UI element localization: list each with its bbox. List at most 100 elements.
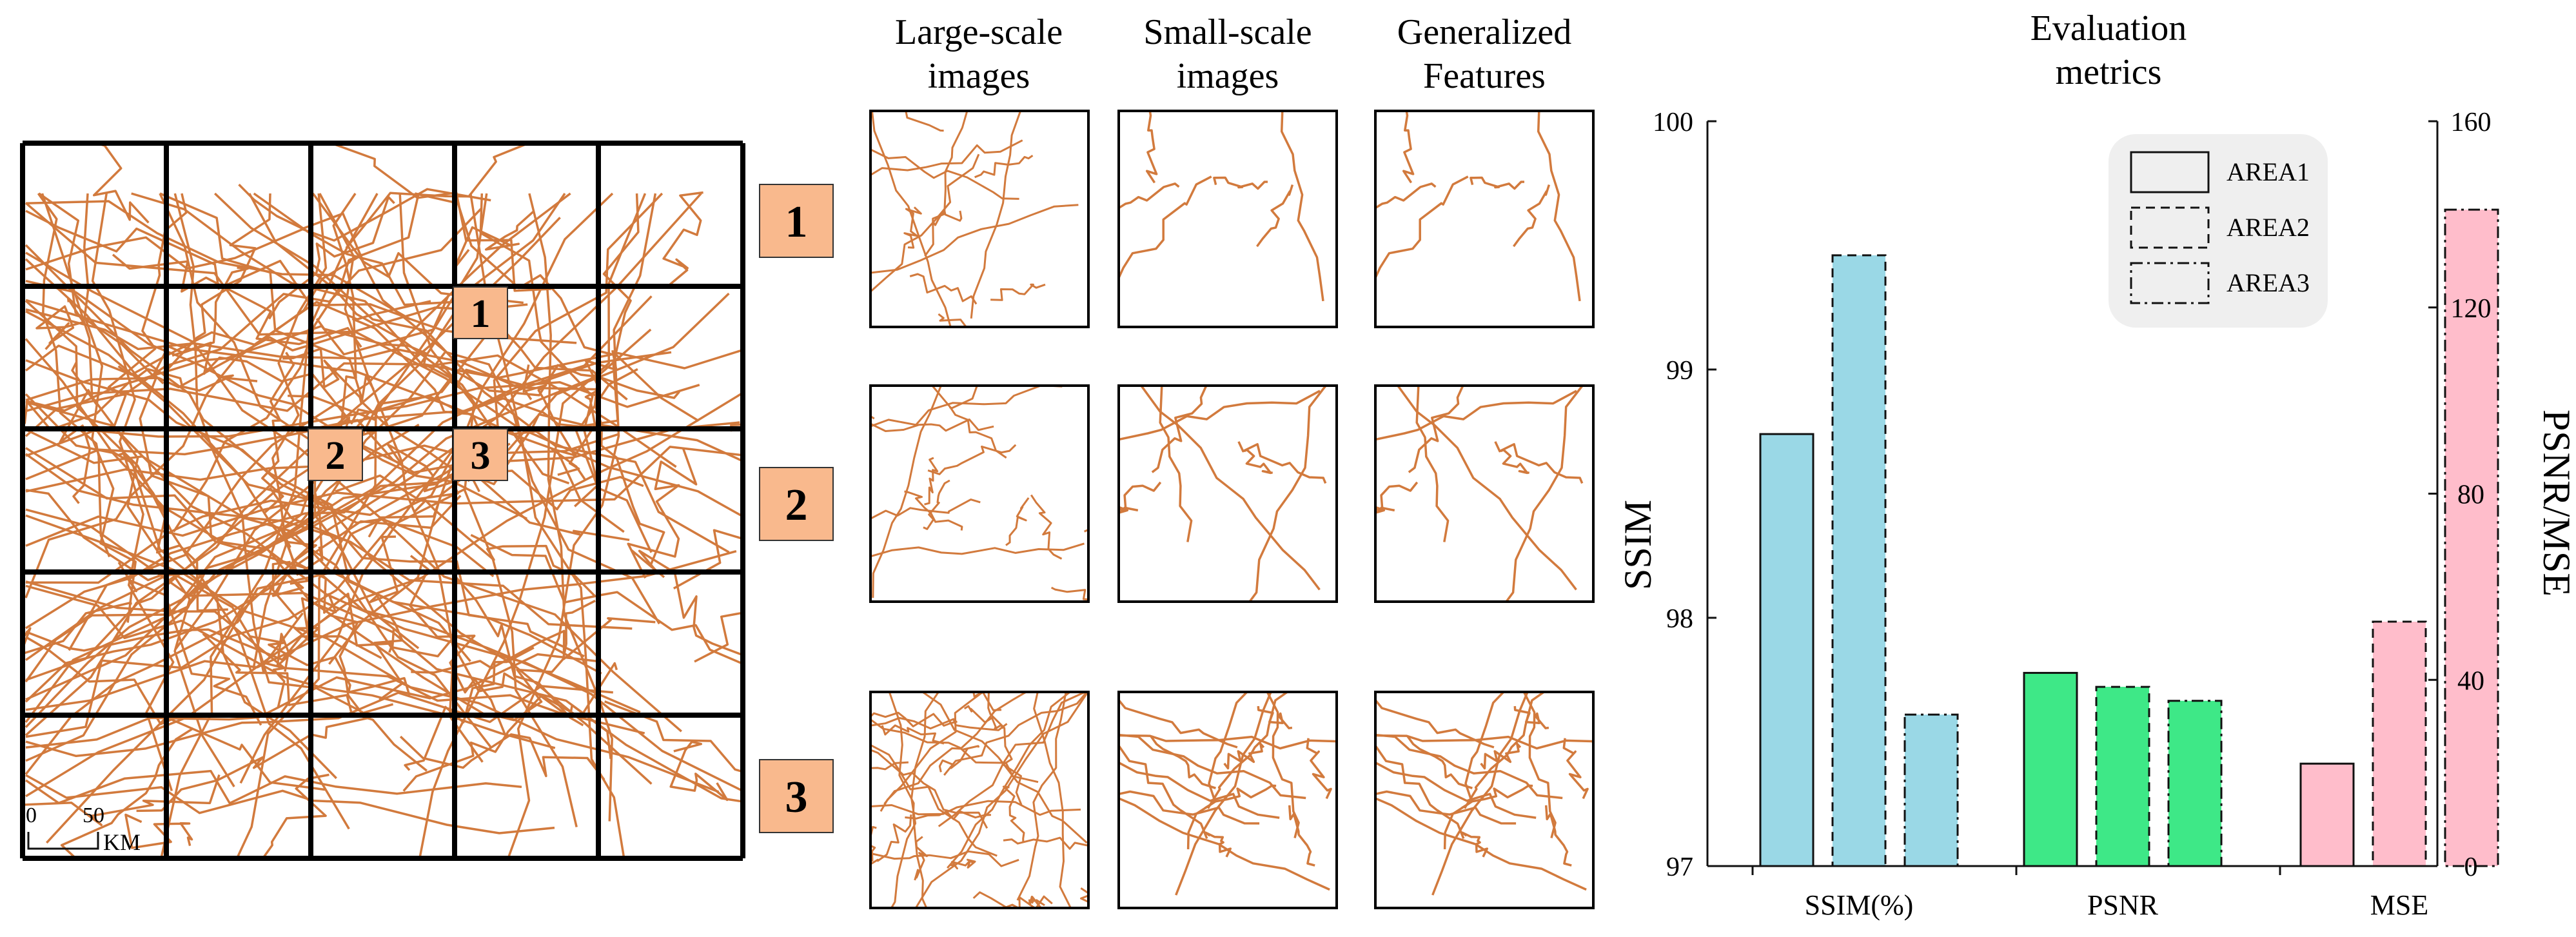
thumb-road (1028, 896, 1045, 908)
thumb-road (1306, 738, 1332, 800)
map-road (160, 193, 379, 858)
map-road (369, 535, 404, 701)
thumb-road (1030, 494, 1063, 560)
thumb-road (870, 800, 1081, 816)
thumb-road (870, 498, 981, 520)
thumb-road (1375, 790, 1517, 825)
thumb-road (947, 692, 1071, 869)
thumbnail-r2-small-scale (1117, 384, 1338, 603)
row-label-2: 2 (759, 467, 834, 541)
thumbnail-r3-large-scale (869, 691, 1090, 909)
x-tick-label: PSNR (2087, 889, 2159, 921)
row-label-1-text: 1 (785, 197, 808, 247)
thumb-road (1119, 745, 1208, 840)
thumb-road (1480, 742, 1522, 770)
scale-bar-end: 50 (83, 804, 104, 827)
thumb-road (1375, 745, 1465, 840)
thumb-road (1375, 506, 1395, 514)
map-road (46, 192, 702, 844)
thumb-road (1266, 692, 1300, 838)
scale-bar: 0 50 KM (26, 804, 141, 855)
thumb-road (1375, 797, 1587, 891)
map-road (345, 143, 532, 249)
thumb-road (1119, 699, 1238, 749)
thumb-road (870, 749, 988, 829)
thumb-road (1159, 386, 1193, 542)
thumb-road (881, 724, 945, 745)
map-road (25, 188, 491, 271)
map-road (404, 646, 535, 771)
thumb-road (1375, 182, 1437, 210)
thumb-road (1512, 184, 1551, 248)
thumb-road (870, 761, 909, 771)
map-road (398, 193, 578, 827)
map-road (261, 773, 329, 858)
thumb-road (1461, 831, 1489, 858)
legend-label-area2: AREA2 (2227, 213, 2310, 242)
column-header-generalized-line1: Generalized (1397, 12, 1571, 52)
thumb-road (1431, 692, 1529, 896)
thumb-road (987, 692, 1023, 805)
thumb-road (949, 386, 982, 409)
thumb-road (924, 111, 968, 257)
map-road (528, 193, 613, 822)
thumb-road (924, 457, 939, 506)
map-road (627, 448, 698, 579)
map-road (172, 341, 377, 425)
thumb-road (1033, 692, 1072, 908)
thumb-road (1513, 705, 1549, 729)
thumb-road (883, 692, 1027, 805)
map-road (391, 628, 584, 727)
map-road (23, 774, 221, 827)
map-road (261, 351, 295, 513)
map-road (282, 348, 375, 405)
map-region-label-2-text: 2 (326, 434, 346, 478)
bar-mse-area1 (2299, 762, 2355, 867)
thumb-road (1237, 441, 1327, 484)
thumb-road (1213, 176, 1268, 190)
thumb-road (1375, 699, 1495, 749)
thumb-road (1375, 390, 1577, 441)
map-road (25, 310, 653, 785)
y-left-tick-label: 97 (1666, 853, 1693, 882)
thumbnail-r1-generalized (1374, 110, 1595, 328)
map-region-label-1-text: 1 (471, 292, 491, 336)
map-road (25, 258, 493, 749)
thumb-road (1003, 836, 1088, 850)
thumb-road (914, 692, 1088, 908)
thumb-road (950, 858, 976, 870)
thumb-road (932, 210, 963, 226)
thumb-road (870, 814, 912, 865)
thumb-road (1375, 734, 1593, 750)
thumb-road (1175, 692, 1272, 896)
y-right-tick-label: 40 (2457, 666, 2484, 696)
thumb-road (1257, 705, 1293, 729)
thumb-road (1288, 805, 1315, 867)
thumb-road (1119, 182, 1180, 210)
thumb-road (903, 206, 922, 249)
thumb-road (1119, 481, 1162, 511)
y-right-tick-label: 160 (2451, 108, 2492, 137)
thumb-road (1402, 111, 1415, 184)
thumbnail-frame (1117, 384, 1338, 603)
row-label-2-text: 2 (785, 480, 808, 530)
thumb-road (870, 419, 994, 432)
thumbnail-r2-large-scale (869, 384, 1090, 603)
map-road (25, 446, 743, 547)
thumbnail-r1-large-scale (869, 110, 1090, 328)
map-road (91, 193, 175, 791)
thumb-road (1223, 742, 1265, 770)
thumb-road (870, 542, 1085, 558)
bar-mse-area3 (2444, 208, 2499, 867)
map-road (25, 514, 720, 793)
map-road (25, 351, 446, 762)
thumb-road (1204, 831, 1232, 858)
bar-psnr-area3 (2167, 700, 2223, 867)
legend-swatch-area3 (2130, 262, 2210, 304)
column-header-generalized: Generalized Features (1397, 12, 1571, 96)
thumb-road (1119, 390, 1321, 441)
y-left-tick-label: 98 (1666, 604, 1693, 634)
thumb-road (1016, 692, 1067, 901)
thumb-road (938, 745, 980, 773)
x-tick-label: MSE (2370, 889, 2428, 921)
